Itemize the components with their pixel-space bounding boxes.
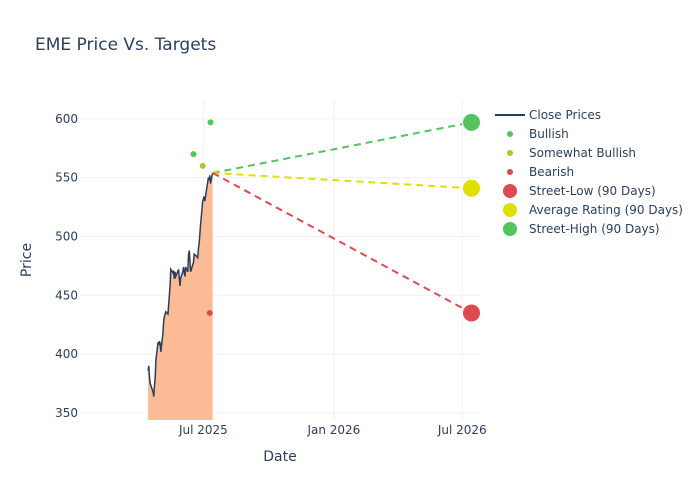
legend-marker-swatch — [503, 222, 517, 236]
bullish-rating-point — [190, 151, 197, 158]
legend-label: Somewhat Bullish — [529, 146, 636, 160]
street-low-projection-line — [212, 172, 472, 314]
x-axis-title: Date — [263, 449, 296, 465]
y-axis-title: Price — [19, 243, 35, 277]
legend-label: Street-Low (90 Days) — [529, 184, 656, 198]
legend-item-street-high[interactable]: Street-High (90 Days) — [503, 222, 660, 236]
legend[interactable]: Close Prices Bullish Somewhat Bullish Beari… — [495, 108, 683, 236]
close-price-line — [147, 172, 214, 397]
x-tick-label: Jan 2026 — [306, 423, 360, 437]
street-high-target-marker — [461, 112, 481, 132]
bullish-rating-point — [207, 119, 214, 126]
legend-label: Street-High (90 Days) — [529, 222, 660, 236]
somewhat-bullish-rating-point — [199, 162, 206, 169]
street-low-target-marker — [461, 303, 481, 323]
legend-item-bullish[interactable]: Bullish — [507, 127, 569, 141]
legend-item-bearish[interactable]: Bearish — [507, 165, 574, 179]
legend-item-close[interactable]: Close Prices — [495, 108, 601, 122]
y-tick-label: 600 — [55, 112, 78, 126]
grid — [80, 100, 480, 420]
legend-item-average[interactable]: Average Rating (90 Days) — [503, 203, 683, 217]
legend-label: Bullish — [529, 127, 569, 141]
legend-label: Close Prices — [529, 108, 601, 122]
y-tick-label: 500 — [55, 229, 78, 243]
legend-dot-swatch — [507, 131, 513, 137]
average-target-marker — [461, 178, 481, 198]
y-tick-label: 400 — [55, 347, 78, 361]
legend-label: Bearish — [529, 165, 574, 179]
average-projection-line — [212, 171, 472, 190]
close-price-area — [148, 172, 213, 420]
legend-label: Average Rating (90 Days) — [529, 203, 683, 217]
legend-item-street-low[interactable]: Street-Low (90 Days) — [503, 184, 656, 198]
legend-marker-swatch — [503, 203, 517, 217]
x-axis-ticks: Jul 2025 Jan 2026 Jul 2026 — [178, 423, 487, 437]
bearish-rating-point — [206, 309, 213, 316]
y-tick-label: 550 — [55, 171, 78, 185]
legend-dot-swatch — [507, 150, 513, 156]
y-axis-ticks: 350 400 450 500 550 600 — [55, 112, 78, 420]
legend-dot-swatch — [507, 169, 513, 175]
y-tick-label: 350 — [55, 406, 78, 420]
x-tick-label: Jul 2025 — [178, 423, 228, 437]
street-high-projection-line — [212, 121, 472, 174]
x-tick-label: Jul 2026 — [437, 423, 487, 437]
y-tick-label: 450 — [55, 288, 78, 302]
plot-area — [147, 112, 481, 420]
legend-item-somewhat-bullish[interactable]: Somewhat Bullish — [507, 146, 636, 160]
legend-marker-swatch — [503, 184, 517, 198]
chart-title: EME Price Vs. Targets — [35, 35, 216, 55]
